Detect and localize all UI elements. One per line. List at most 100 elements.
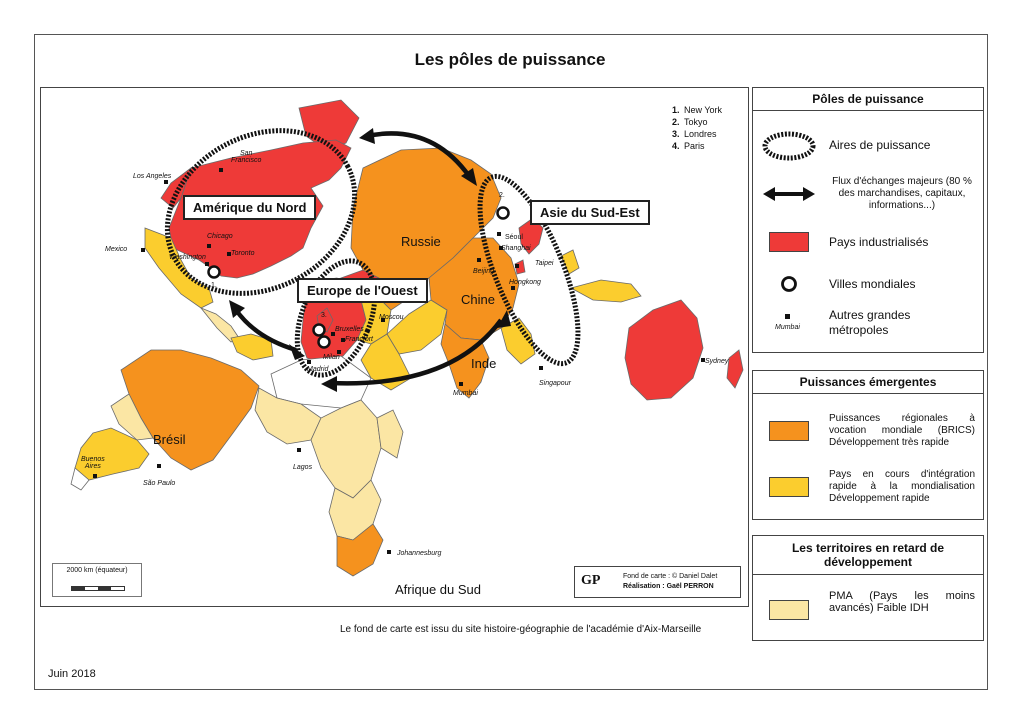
source-note: Le fond de carte est issu du site histoi… [340, 624, 702, 635]
metro-example: Mumbai [775, 324, 800, 331]
swatch-brics [769, 421, 809, 441]
metro-bruxelles [331, 332, 335, 336]
metro-sydney [701, 358, 705, 362]
world-city-tokyo [496, 206, 510, 220]
metro-toronto [227, 252, 231, 256]
ellipse-symbol [762, 131, 816, 161]
world-map [70, 99, 744, 577]
list-item: 3. Londres [672, 129, 717, 139]
metro-chicago [207, 244, 211, 248]
world-city-newyork [207, 265, 221, 279]
legend-label: Pays en cours d'intégration rapide à la … [829, 469, 975, 504]
label-lagos: Lagos [293, 464, 313, 471]
world-city-paris [317, 335, 331, 349]
legend-label: Pays industrialisés [829, 235, 929, 249]
arrowhead [461, 168, 477, 186]
metro-lagos [297, 448, 301, 452]
label-brazil: Brésil [153, 432, 186, 447]
legend-retard: Les territoires en retard de développeme… [752, 535, 984, 641]
credit-basemap: Fond de carte : © Daniel Dalet [623, 573, 718, 580]
swatch-integration [769, 477, 809, 497]
list-item: 1. New York [672, 105, 723, 115]
label-london-number: 3. [321, 312, 327, 319]
chile [70, 467, 90, 491]
argentina [74, 427, 150, 481]
label-mumbai: Mumbai [453, 390, 478, 397]
new-zealand [726, 349, 744, 389]
metro-johannesburg [387, 550, 391, 554]
legend-emerging: Puissances émergentes Puissances régiona… [752, 370, 984, 520]
metro-hongkong [511, 286, 515, 290]
label-russia: Russie [401, 234, 441, 249]
metro-mumbai [459, 382, 463, 386]
label-chicago: Chicago [207, 233, 233, 240]
metro-sf [219, 168, 223, 172]
region-north-america: Amérique du Nord [183, 195, 317, 220]
label-hongkong: Hongkong [509, 279, 541, 286]
legend-heading: Les territoires en retard de développeme… [753, 536, 983, 575]
legend-item-integration: Pays en cours d'intégration rapide à la … [753, 467, 983, 511]
legend-item-pma: PMA (Pays les moins avancés) Faible IDH [753, 588, 983, 632]
legend-label: PMA (Pays les moins avancés) Faible IDH [829, 590, 975, 614]
label-buenos-aires: Buenos Aires [81, 456, 105, 470]
map-frame [34, 34, 988, 690]
colombia-venezuela [230, 333, 274, 361]
swatch-pma [769, 600, 809, 620]
label-china: Chine [461, 292, 495, 307]
square-symbol [785, 314, 790, 319]
scale-graphic [71, 586, 125, 591]
central-asia [386, 299, 448, 355]
label-ny-number: 1. [211, 282, 217, 289]
legend-heading: Pôles de puissance [753, 88, 983, 111]
legend-item-metro: Mumbai Autres grandes métropoles [753, 306, 983, 342]
label-beijing: Beijing [473, 268, 495, 275]
metro-taipei [515, 264, 519, 268]
label-seoul: Séoul [505, 234, 523, 241]
double-arrow-symbol [763, 187, 815, 201]
label-shanghai: Shanghai [501, 245, 531, 252]
list-item: 2. Tokyo [672, 117, 708, 127]
philippines [560, 249, 580, 275]
indonesia [569, 279, 642, 303]
legend-label: Autres grandes métropoles [829, 308, 911, 337]
east-africa [376, 409, 404, 459]
arrowhead [359, 128, 375, 144]
legend-item-brics: Puissances régionales à vocation mondial… [753, 409, 983, 453]
flow-na-europe [234, 308, 297, 353]
credit-author: Réalisation : Gaël PERRON [623, 583, 714, 590]
metro-mexico [141, 248, 145, 252]
ellipse-europe [294, 258, 378, 378]
region-asia: Asie du Sud-Est [530, 200, 650, 225]
label-taipei: Taipei [535, 260, 554, 267]
swatch-industrial [769, 232, 809, 252]
metro-singapour [539, 366, 543, 370]
label-washington: Washington [169, 254, 206, 261]
flow-na-asia [366, 131, 471, 178]
metro-milan [337, 350, 341, 354]
metro-moscou [381, 318, 385, 322]
arrowhead [321, 376, 337, 392]
label-south-africa: Afrique du Sud [395, 582, 482, 597]
metro-madrid [307, 360, 311, 364]
metro-beijing [477, 258, 481, 262]
label-madrid: Madrid [307, 366, 329, 373]
taiwan [514, 259, 526, 275]
legend-heading: Puissances émergentes [753, 371, 983, 394]
flow-europe-asia [330, 318, 503, 386]
label-milan: Milan [323, 354, 340, 361]
metro-shanghai [499, 246, 503, 250]
map-title: Les pôles de puissance [414, 50, 606, 69]
legend-item-flux: Flux d'échanges majeurs (80 % des marcha… [753, 176, 983, 216]
world-cities-list: 1. New York 2. Tokyo 3. Londres 4. Paris [672, 104, 722, 152]
legend-item-industrial: Pays industrialisés [753, 232, 983, 256]
metro-francfort [341, 338, 345, 342]
metro-buenos-aires [93, 474, 97, 478]
arrowhead [289, 344, 305, 360]
label-sydney: Sydney [705, 358, 729, 365]
label-tokyo-number: 2. [499, 192, 505, 199]
metro-sao-paulo [157, 464, 161, 468]
legend-item-villes: Villes mondiales [753, 272, 983, 296]
metro-seoul [497, 232, 501, 236]
label-sf: San Francisco [231, 150, 262, 164]
map-area: San Francisco Los Angeles Mexico Chicago… [40, 87, 749, 607]
